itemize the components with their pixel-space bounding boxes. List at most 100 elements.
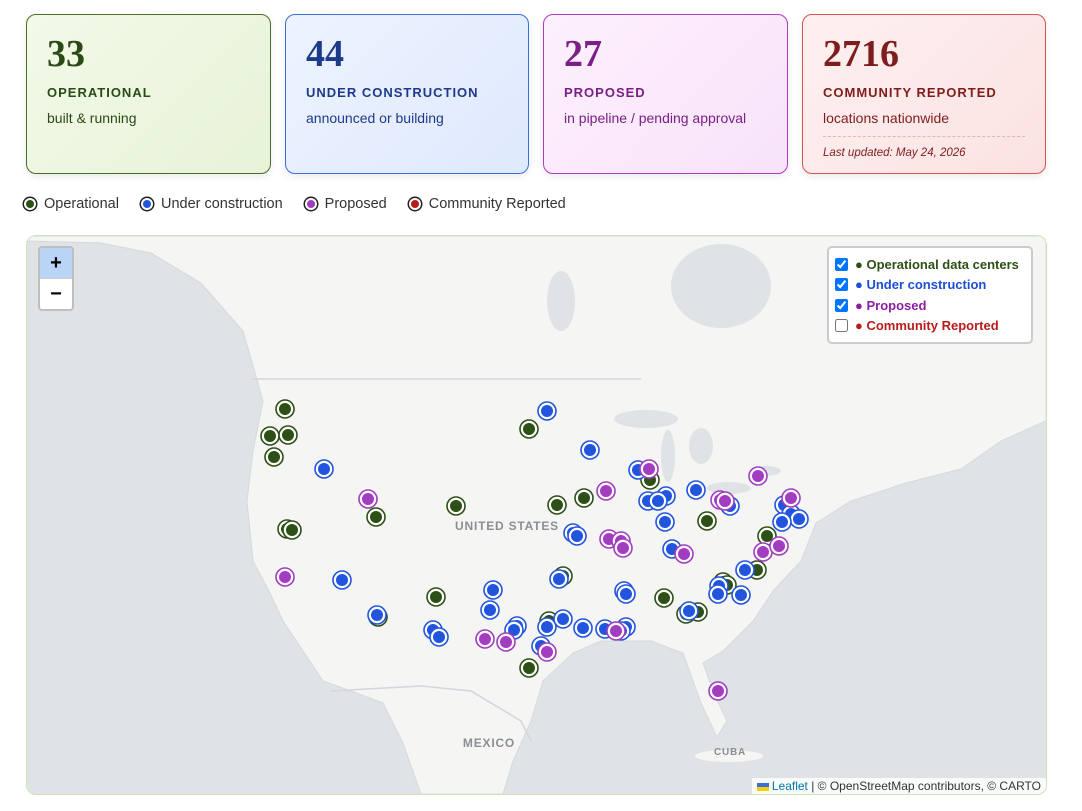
marker-core xyxy=(268,451,280,463)
marker[interactable] xyxy=(332,570,352,590)
stat-sub: locations nationwide xyxy=(823,110,950,126)
zoom-in[interactable]: + xyxy=(40,248,72,279)
marker-core xyxy=(757,546,769,558)
stat-value: 27 xyxy=(564,33,602,75)
marker-core xyxy=(370,511,382,523)
layer-checkbox[interactable] xyxy=(835,278,848,292)
layer-control: ● Operational data centers ● Under constr… xyxy=(827,246,1033,344)
marker[interactable] xyxy=(483,580,503,600)
layer-checkbox[interactable] xyxy=(835,319,848,333)
marker[interactable] xyxy=(275,567,295,587)
stat-card: 27 PROPOSED in pipeline / pending approv… xyxy=(543,14,788,174)
marker[interactable] xyxy=(654,588,674,608)
marker-core xyxy=(553,573,565,585)
marker[interactable] xyxy=(278,425,298,445)
marker[interactable] xyxy=(708,681,728,701)
marker[interactable] xyxy=(358,489,378,509)
marker-core xyxy=(541,405,553,417)
marker[interactable] xyxy=(748,466,768,486)
layer-option[interactable]: ● Proposed xyxy=(835,295,1025,316)
marker[interactable] xyxy=(686,480,706,500)
marker[interactable] xyxy=(616,584,636,604)
layer-checkbox[interactable] xyxy=(835,257,848,271)
marker-core xyxy=(523,423,535,435)
marker[interactable] xyxy=(366,507,386,527)
flag xyxy=(756,782,769,791)
marker[interactable] xyxy=(639,459,659,479)
marker-core xyxy=(430,591,442,603)
map[interactable]: UNITED STATES MEXICO CUBA + − ● Operatio… xyxy=(26,235,1047,795)
marker[interactable] xyxy=(260,426,280,446)
leaflet-link[interactable]: Leaflet xyxy=(771,779,808,793)
layer-option[interactable]: ● Community Reported xyxy=(835,316,1025,337)
stat-value: 33 xyxy=(47,33,85,75)
marker[interactable] xyxy=(446,496,466,516)
marker[interactable] xyxy=(426,587,446,607)
marker-core xyxy=(541,646,553,658)
marker[interactable] xyxy=(789,509,809,529)
marker[interactable] xyxy=(547,495,567,515)
marker[interactable] xyxy=(480,600,500,620)
marker-core xyxy=(752,470,764,482)
marker[interactable] xyxy=(567,526,587,546)
marker[interactable] xyxy=(264,447,284,467)
marker[interactable] xyxy=(613,538,633,558)
marker[interactable] xyxy=(314,459,334,479)
marker-core xyxy=(683,605,695,617)
marker[interactable] xyxy=(367,605,387,625)
marker[interactable] xyxy=(537,642,557,662)
layer-label: ● Operational data centers xyxy=(855,256,1019,272)
marker[interactable] xyxy=(679,601,699,621)
legend-dot xyxy=(140,198,153,210)
lake xyxy=(547,271,575,331)
stat-sub: built & running xyxy=(47,110,137,126)
island xyxy=(695,750,763,762)
marker[interactable] xyxy=(772,512,792,532)
marker[interactable] xyxy=(519,419,539,439)
marker[interactable] xyxy=(596,481,616,501)
marker[interactable] xyxy=(708,584,728,604)
marker[interactable] xyxy=(475,629,495,649)
layer-label: ● Proposed xyxy=(855,297,927,313)
marker-core xyxy=(500,636,512,648)
marker[interactable] xyxy=(697,511,717,531)
marker[interactable] xyxy=(580,440,600,460)
marker[interactable] xyxy=(606,621,626,641)
marker[interactable] xyxy=(735,560,755,580)
legend-dot xyxy=(408,198,421,210)
marker[interactable] xyxy=(549,569,569,589)
layer-option[interactable]: ● Under construction xyxy=(835,275,1025,296)
marker-core xyxy=(678,548,690,560)
marker-core xyxy=(577,622,589,634)
marker[interactable] xyxy=(275,399,295,419)
marker[interactable] xyxy=(537,401,557,421)
land xyxy=(27,236,1046,794)
layer-checkbox[interactable] xyxy=(835,298,848,312)
marker[interactable] xyxy=(282,520,302,540)
layer-option[interactable]: ● Operational data centers xyxy=(835,254,1025,275)
marker[interactable] xyxy=(429,627,449,647)
marker[interactable] xyxy=(574,488,594,508)
marker-core xyxy=(719,495,731,507)
marker[interactable] xyxy=(496,632,516,652)
marker[interactable] xyxy=(674,544,694,564)
zoom-out[interactable]: − xyxy=(50,283,62,305)
legend-label: Community Reported xyxy=(428,196,566,212)
marker[interactable] xyxy=(769,536,789,556)
marker[interactable] xyxy=(537,617,557,637)
marker-core xyxy=(652,495,664,507)
marker[interactable] xyxy=(715,491,735,511)
marker[interactable] xyxy=(573,618,593,638)
marker[interactable] xyxy=(553,609,573,629)
legend-item: Community Reported xyxy=(408,196,566,212)
marker[interactable] xyxy=(781,488,801,508)
marker[interactable] xyxy=(648,491,668,511)
marker-core xyxy=(776,516,788,528)
marker[interactable] xyxy=(655,512,675,532)
marker[interactable] xyxy=(519,658,539,678)
marker[interactable] xyxy=(731,585,751,605)
marker-core xyxy=(610,625,622,637)
map-canvas: UNITED STATES MEXICO CUBA xyxy=(27,236,1046,794)
stat-sub: in pipeline / pending approval xyxy=(564,110,747,126)
lake xyxy=(661,430,675,482)
